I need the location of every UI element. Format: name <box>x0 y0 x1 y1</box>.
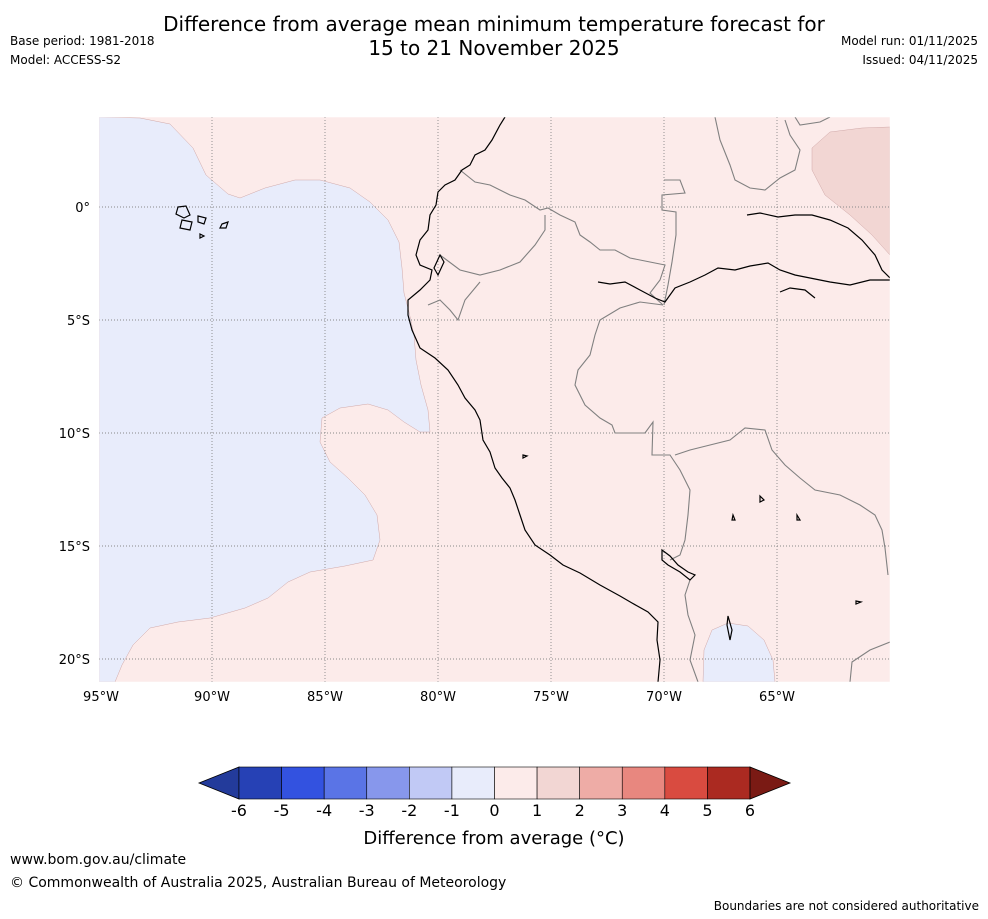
colorbar-tick-label: -4 <box>316 801 333 820</box>
lat-label-20s: 20°S <box>59 653 90 668</box>
lat-label-10s: 10°S <box>59 427 90 442</box>
colorbar-tick-label: 2 <box>574 801 585 820</box>
lon-label-85w: 85°W <box>307 690 343 705</box>
lon-label-70w: 70°W <box>646 690 682 705</box>
base-period: Base period: 1981-2018 <box>10 34 155 48</box>
colorbar-arrow-low <box>197 766 240 800</box>
lon-labels: 95°W 90°W 85°W 80°W 75°W 70°W 65°W <box>83 690 795 705</box>
colorbar-tick-label: -5 <box>273 801 290 820</box>
lon-label-90w: 90°W <box>194 690 230 705</box>
colorbar-tick-label: 4 <box>659 801 670 820</box>
lat-label-5s: 5°S <box>67 314 90 329</box>
ocean-anomaly-region <box>99 117 431 682</box>
colorbar-segment <box>579 766 623 800</box>
colorbar-segment <box>536 766 580 800</box>
title-line-1: Difference from average mean minimum tem… <box>163 12 825 36</box>
colorbar-segment <box>621 766 666 800</box>
colorbar-tick-label: 5 <box>702 801 713 820</box>
lat-label-15s: 15°S <box>59 540 90 555</box>
map-area <box>99 117 890 682</box>
colorbar-segment <box>494 766 538 800</box>
footer-url[interactable]: www.bom.gov.au/climate <box>10 852 187 868</box>
colorbar-tick-label: 1 <box>531 801 543 820</box>
colorbar-segment <box>323 766 368 800</box>
colorbar-tick-label: 0 <box>489 801 500 820</box>
colorbar <box>197 766 792 800</box>
coastline <box>175 117 890 682</box>
graticule <box>99 117 890 682</box>
country-borders <box>427 117 890 682</box>
lon-label-75w: 75°W <box>533 690 569 705</box>
meta-right: Model run: 01/11/2025 Issued: 04/11/2025 <box>841 32 978 70</box>
colorbar-tick-label: -3 <box>358 801 375 820</box>
colorbar-segment <box>451 766 495 800</box>
colorbar-segment <box>664 766 708 800</box>
colorbar-segment <box>281 766 325 800</box>
model-run: Model run: 01/11/2025 <box>840 34 978 48</box>
colorbar-tick-label: -2 <box>401 801 418 820</box>
map-frame <box>98 116 891 683</box>
colorbar-tick-label: -6 <box>231 801 247 820</box>
chart-title: Difference from average mean minimum tem… <box>0 12 988 60</box>
lat-label-0: 0° <box>75 201 90 216</box>
colorbar-tick-label: 3 <box>617 801 628 820</box>
footer-note: Boundaries are not considered authoritat… <box>713 899 979 913</box>
lat-labels: 0° 5°S 10°S 15°S 20°S <box>59 201 90 668</box>
lon-label-65w: 65°W <box>759 690 795 705</box>
lon-label-80w: 80°W <box>420 690 456 705</box>
colorbar-segment <box>238 766 282 800</box>
colorbar-segment <box>366 766 410 800</box>
colorbar-labels: -6 -5 -4 -3 -2 -1 0 1 2 3 4 5 6 <box>0 801 988 821</box>
colorbar-segment <box>707 766 751 800</box>
colorbar-segment <box>409 766 453 800</box>
meta-left: Base period: 1981-2018 Model: ACCESS-S2 <box>10 32 155 70</box>
colorbar-arrow-high <box>749 766 792 800</box>
footer-copyright: © Commonwealth of Australia 2025, Austra… <box>10 875 507 891</box>
lon-label-95w: 95°W <box>83 690 119 705</box>
colorbar-tick-label: -1 <box>443 801 460 820</box>
model-name: Model: ACCESS-S2 <box>10 53 122 67</box>
inland-cool-patch <box>702 622 776 682</box>
warm-anomaly-patch <box>811 126 890 256</box>
title-line-2: 15 to 21 November 2025 <box>368 36 620 60</box>
colorbar-title: Difference from average (°C) <box>363 828 625 849</box>
colorbar-tick-label: 6 <box>744 801 756 820</box>
issued-date: Issued: 04/11/2025 <box>862 53 978 67</box>
